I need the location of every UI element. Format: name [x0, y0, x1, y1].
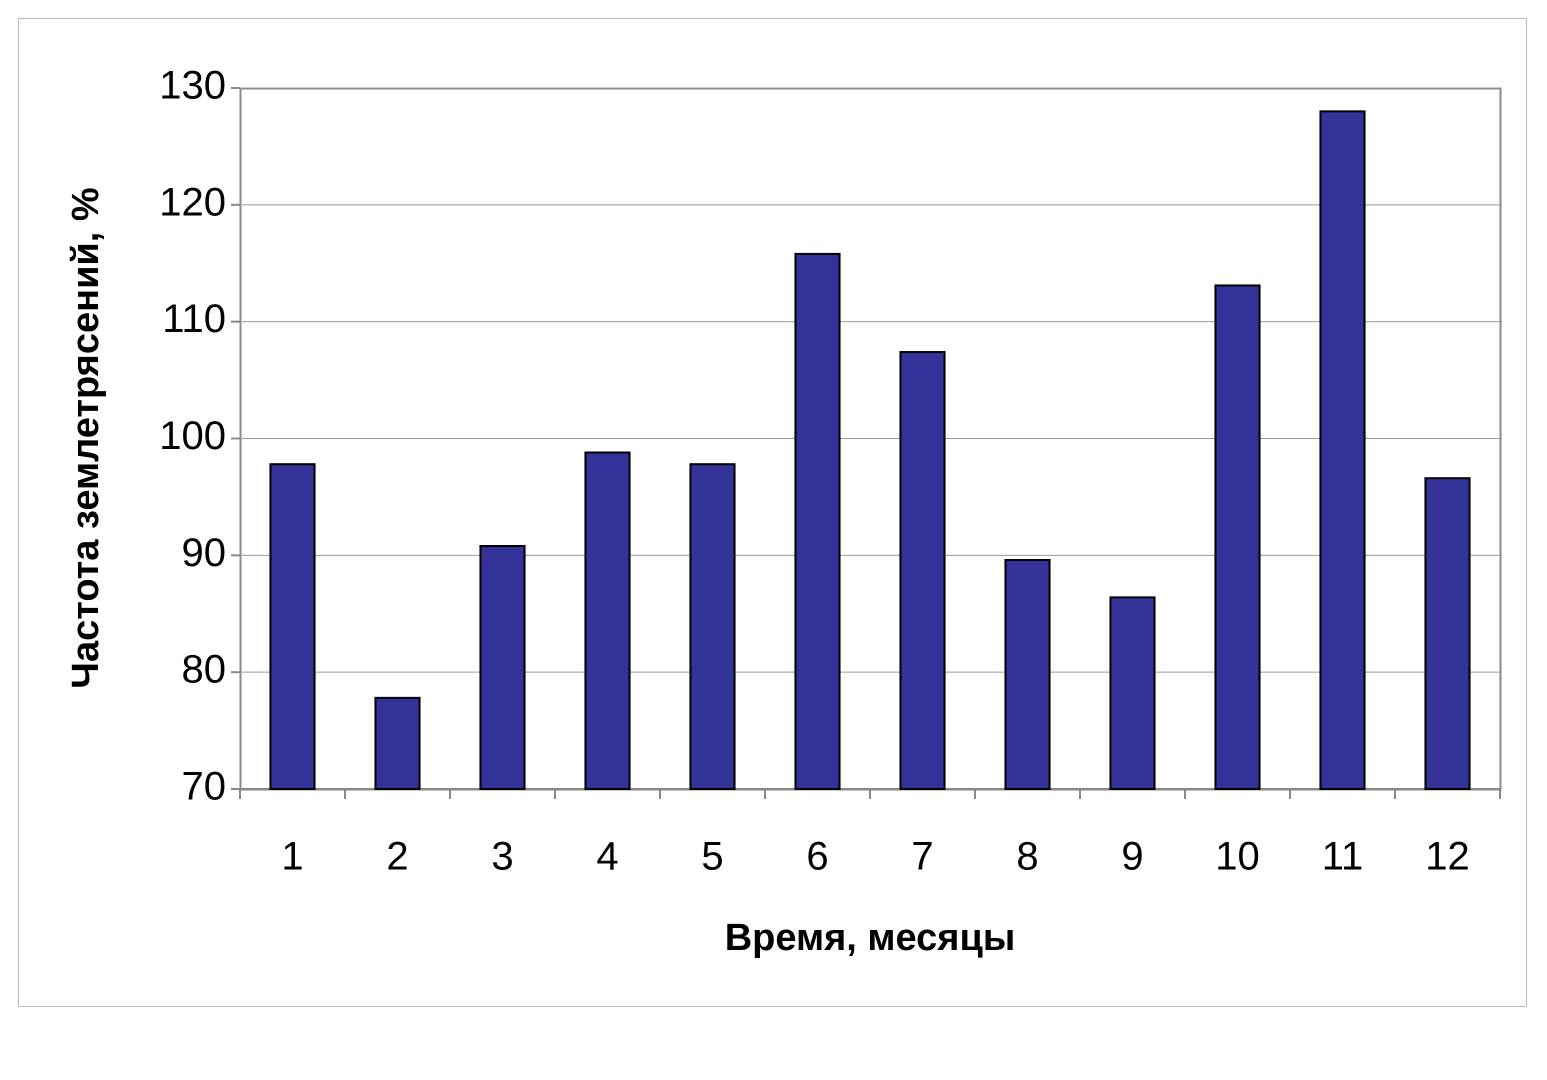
- x-tick-label: 9: [1121, 835, 1143, 879]
- x-tick-label: 10: [1215, 835, 1260, 879]
- y-tick-label: 110: [162, 297, 226, 341]
- bar: [1319, 110, 1366, 791]
- x-tick-label: 1: [281, 835, 303, 879]
- y-tick-label: 100: [159, 414, 226, 458]
- bar: [899, 351, 946, 790]
- bar: [1214, 284, 1261, 790]
- y-tick-label: 80: [182, 648, 227, 692]
- y-tick-label: 120: [159, 180, 226, 224]
- x-tick-label: 6: [806, 835, 828, 879]
- x-tick-label: 3: [491, 835, 513, 879]
- bar: [1109, 596, 1156, 790]
- bar: [269, 463, 316, 790]
- x-axis-title: Время, месяцы: [725, 917, 1016, 959]
- x-tick-label: 2: [386, 835, 408, 879]
- y-tick-label: 70: [182, 765, 227, 809]
- x-tick-label: 7: [911, 835, 933, 879]
- y-tick-label: 130: [159, 64, 226, 108]
- x-tick-label: 4: [596, 835, 618, 879]
- bar: [1004, 559, 1051, 790]
- bar: [374, 696, 421, 790]
- bar: [479, 544, 526, 791]
- bar: [1424, 477, 1471, 790]
- x-tick-label: 11: [1322, 835, 1364, 879]
- x-tick-label: 12: [1425, 835, 1470, 879]
- bar: [584, 451, 631, 790]
- x-tick-label: 5: [701, 835, 723, 879]
- bar: [794, 252, 841, 791]
- bar: [689, 463, 736, 790]
- y-axis-title: Частота землетрясений, %: [65, 187, 107, 688]
- y-tick-label: 90: [182, 531, 227, 575]
- x-tick-label: 8: [1016, 835, 1038, 879]
